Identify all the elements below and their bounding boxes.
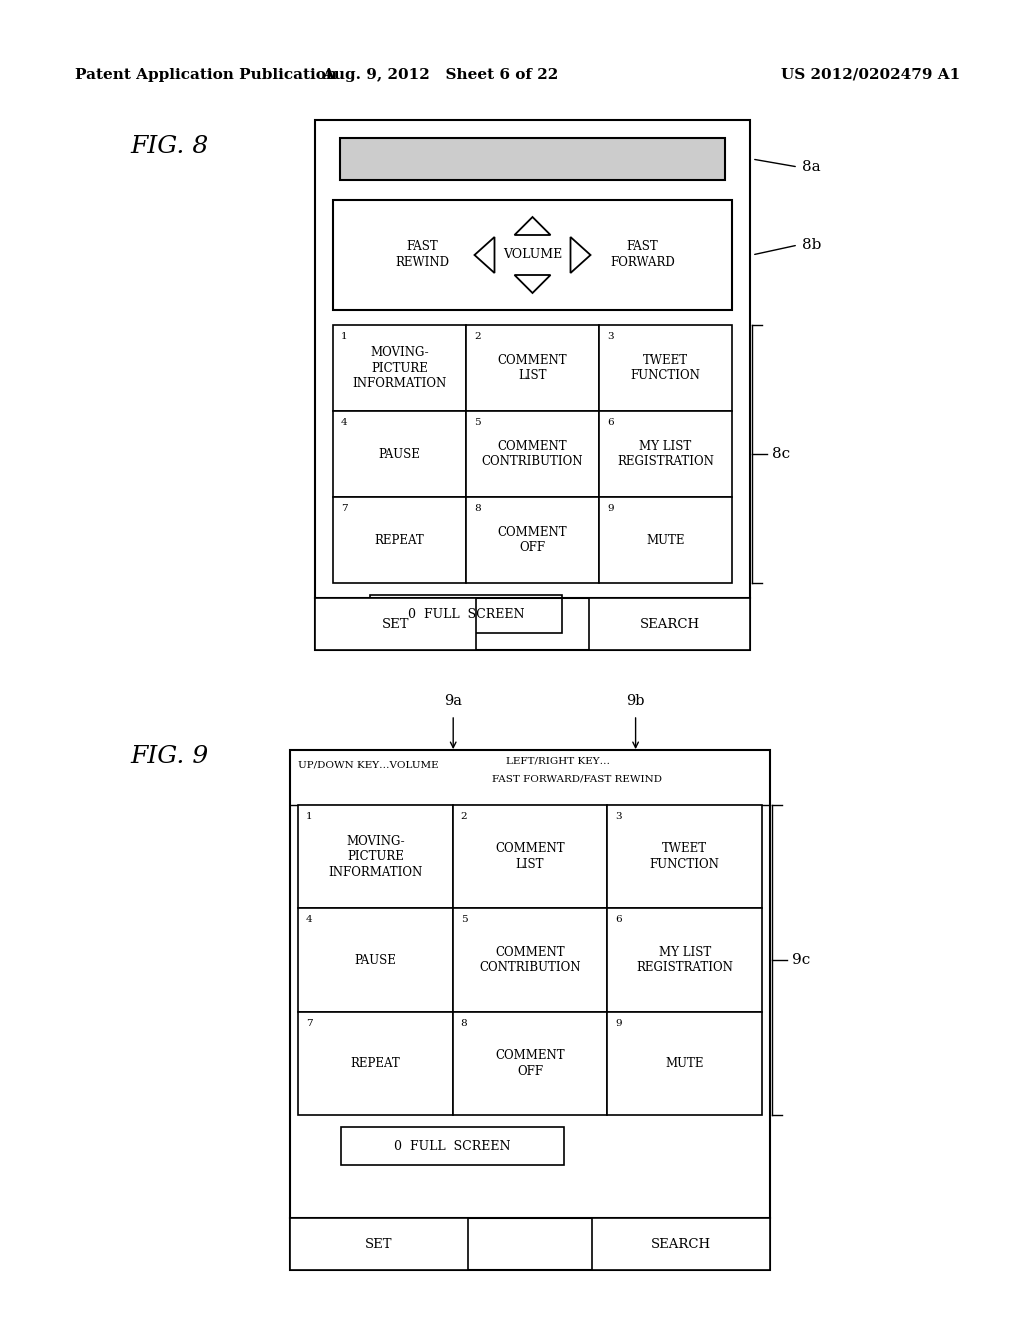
Bar <box>298 1011 453 1115</box>
Bar <box>315 120 750 649</box>
Text: 7: 7 <box>341 504 347 513</box>
Bar <box>315 598 476 649</box>
Bar <box>466 498 599 583</box>
Bar <box>341 1127 564 1166</box>
Text: REPEAT: REPEAT <box>375 533 424 546</box>
Text: Patent Application Publication: Patent Application Publication <box>75 69 337 82</box>
Bar <box>290 750 770 1270</box>
Bar <box>333 325 466 411</box>
Text: 0  FULL  SCREEN: 0 FULL SCREEN <box>394 1139 511 1152</box>
Bar <box>298 805 453 908</box>
Text: 8: 8 <box>461 1019 467 1028</box>
Bar <box>607 1011 762 1115</box>
Text: 4: 4 <box>306 915 312 924</box>
Text: Aug. 9, 2012   Sheet 6 of 22: Aug. 9, 2012 Sheet 6 of 22 <box>322 69 558 82</box>
Text: 3: 3 <box>615 812 622 821</box>
Text: 5: 5 <box>461 915 467 924</box>
Text: MUTE: MUTE <box>646 533 685 546</box>
Bar <box>607 805 762 908</box>
Bar <box>453 908 607 1011</box>
Text: 4: 4 <box>341 418 347 426</box>
Bar <box>599 498 732 583</box>
Text: TWEET
FUNCTION: TWEET FUNCTION <box>650 842 720 871</box>
Bar <box>333 411 466 498</box>
Text: REPEAT: REPEAT <box>350 1057 400 1069</box>
Text: COMMENT
OFF: COMMENT OFF <box>498 525 567 554</box>
Text: 9a: 9a <box>444 694 462 708</box>
Text: 1: 1 <box>341 333 347 341</box>
Text: FAST FORWARD/FAST REWIND: FAST FORWARD/FAST REWIND <box>492 774 662 783</box>
Text: 9c: 9c <box>792 953 810 968</box>
Text: FAST
FORWARD: FAST FORWARD <box>610 240 675 269</box>
Bar <box>599 325 732 411</box>
Text: FIG. 9: FIG. 9 <box>130 744 208 768</box>
Text: COMMENT
LIST: COMMENT LIST <box>498 354 567 383</box>
Text: 6: 6 <box>615 915 622 924</box>
Text: VOLUME: VOLUME <box>503 248 562 261</box>
Text: COMMENT
OFF: COMMENT OFF <box>496 1049 565 1077</box>
Text: SET: SET <box>382 618 410 631</box>
Text: MOVING-
PICTURE
INFORMATION: MOVING- PICTURE INFORMATION <box>329 834 423 879</box>
Text: UP/DOWN KEY…VOLUME: UP/DOWN KEY…VOLUME <box>298 760 438 770</box>
Text: PAUSE: PAUSE <box>354 953 396 966</box>
Text: 2: 2 <box>474 333 480 341</box>
Text: US 2012/0202479 A1: US 2012/0202479 A1 <box>780 69 961 82</box>
Text: COMMENT
CONTRIBUTION: COMMENT CONTRIBUTION <box>479 945 581 974</box>
Text: FIG. 8: FIG. 8 <box>130 135 208 158</box>
Text: 8: 8 <box>474 504 480 513</box>
Bar <box>340 139 725 180</box>
Bar <box>593 1218 770 1270</box>
Text: TWEET
FUNCTION: TWEET FUNCTION <box>631 354 700 383</box>
Text: 8a: 8a <box>802 160 820 174</box>
Text: SEARCH: SEARCH <box>639 618 699 631</box>
Text: MOVING-
PICTURE
INFORMATION: MOVING- PICTURE INFORMATION <box>352 346 446 389</box>
Bar <box>453 805 607 908</box>
Text: 5: 5 <box>474 418 480 426</box>
Text: SET: SET <box>365 1238 392 1250</box>
Text: COMMENT
LIST: COMMENT LIST <box>496 842 565 871</box>
Text: 9: 9 <box>607 504 613 513</box>
Text: 6: 6 <box>607 418 613 426</box>
Text: 1: 1 <box>306 812 312 821</box>
Text: 9: 9 <box>615 1019 622 1028</box>
Bar <box>298 908 453 1011</box>
Text: LEFT/RIGHT KEY…: LEFT/RIGHT KEY… <box>506 756 610 766</box>
Text: 8b: 8b <box>802 238 821 252</box>
Text: MY LIST
REGISTRATION: MY LIST REGISTRATION <box>617 440 714 469</box>
Text: 3: 3 <box>607 333 613 341</box>
Bar <box>599 411 732 498</box>
Bar <box>589 598 750 649</box>
Bar <box>333 498 466 583</box>
Bar <box>453 1011 607 1115</box>
Text: 7: 7 <box>306 1019 312 1028</box>
Text: 0  FULL  SCREEN: 0 FULL SCREEN <box>408 607 524 620</box>
Text: FAST
REWIND: FAST REWIND <box>395 240 450 269</box>
Bar <box>333 201 732 310</box>
Text: COMMENT
CONTRIBUTION: COMMENT CONTRIBUTION <box>481 440 584 469</box>
Text: MY LIST
REGISTRATION: MY LIST REGISTRATION <box>636 945 733 974</box>
Bar <box>290 1218 468 1270</box>
Bar <box>466 411 599 498</box>
Text: 2: 2 <box>461 812 467 821</box>
Text: PAUSE: PAUSE <box>379 447 421 461</box>
Text: MUTE: MUTE <box>666 1057 703 1069</box>
Bar <box>607 908 762 1011</box>
Text: 9b: 9b <box>627 694 645 708</box>
Text: 8c: 8c <box>772 447 791 461</box>
Text: SEARCH: SEARCH <box>651 1238 712 1250</box>
Bar <box>466 325 599 411</box>
Bar <box>371 595 562 634</box>
